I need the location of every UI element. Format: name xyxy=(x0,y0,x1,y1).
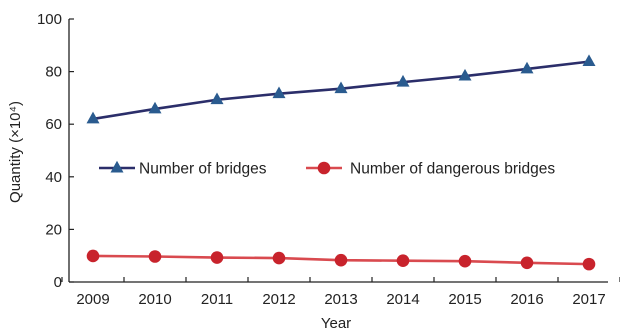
y-tick-label: 20 xyxy=(45,221,62,238)
x-tick-label: 2016 xyxy=(510,291,543,308)
triangle-marker xyxy=(396,74,410,87)
circle-marker xyxy=(582,257,596,271)
triangle-marker xyxy=(148,101,162,114)
triangle-marker xyxy=(334,81,348,94)
series-bridges xyxy=(86,54,596,124)
x-tick-label: 2013 xyxy=(324,291,357,308)
circle-marker xyxy=(396,254,410,267)
circle-marker xyxy=(272,251,286,265)
y-tick-label: 100 xyxy=(37,11,62,28)
circle-marker xyxy=(210,251,224,264)
circle-marker xyxy=(520,256,534,270)
legend: Number of bridges Number of dangerous bri… xyxy=(99,161,555,178)
triangle-marker xyxy=(582,54,596,67)
circle-marker xyxy=(86,249,100,263)
y-tick-label: 40 xyxy=(45,169,62,186)
legend-marker xyxy=(317,161,331,175)
x-tick-label: 2009 xyxy=(76,291,109,308)
triangle-marker xyxy=(272,86,286,99)
legend-label: Number of bridges xyxy=(139,161,267,178)
x-tick-label: 2017 xyxy=(572,291,605,308)
x-tick-label: 2015 xyxy=(448,291,481,308)
circle-marker xyxy=(334,253,348,267)
y-tick-label: 0 xyxy=(54,274,62,291)
triangle-marker xyxy=(458,68,472,81)
legend-item-0: Number of bridges xyxy=(99,161,267,178)
y-tick-label: 60 xyxy=(45,116,62,133)
legend-marker xyxy=(110,160,124,173)
triangle-marker xyxy=(210,92,224,105)
x-tick-label: 2011 xyxy=(201,291,233,308)
x-tick-label: 2014 xyxy=(386,291,419,308)
legend-label: Number of dangerous bridges xyxy=(350,161,555,178)
x-axis-label: Year xyxy=(321,315,351,332)
x-tick-label: 2012 xyxy=(262,291,295,308)
series-dangerous-bridges xyxy=(86,249,596,271)
triangle-marker xyxy=(520,61,534,74)
x-tick-label: 2010 xyxy=(138,291,171,308)
triangle-marker xyxy=(86,111,100,124)
circle-marker xyxy=(458,254,472,268)
y-axis-label: Quantity (×10⁴) xyxy=(7,101,24,203)
circle-marker xyxy=(148,250,162,263)
y-axis: 0 20 40 60 80 100 xyxy=(37,11,74,291)
y-tick-label: 80 xyxy=(45,64,62,81)
series-layer xyxy=(86,54,596,271)
legend-item-1: Number of dangerous bridges xyxy=(306,161,555,178)
x-axis: 2009 2010 2011 2012 2013 2014 2015 2016 2017 xyxy=(61,277,620,308)
